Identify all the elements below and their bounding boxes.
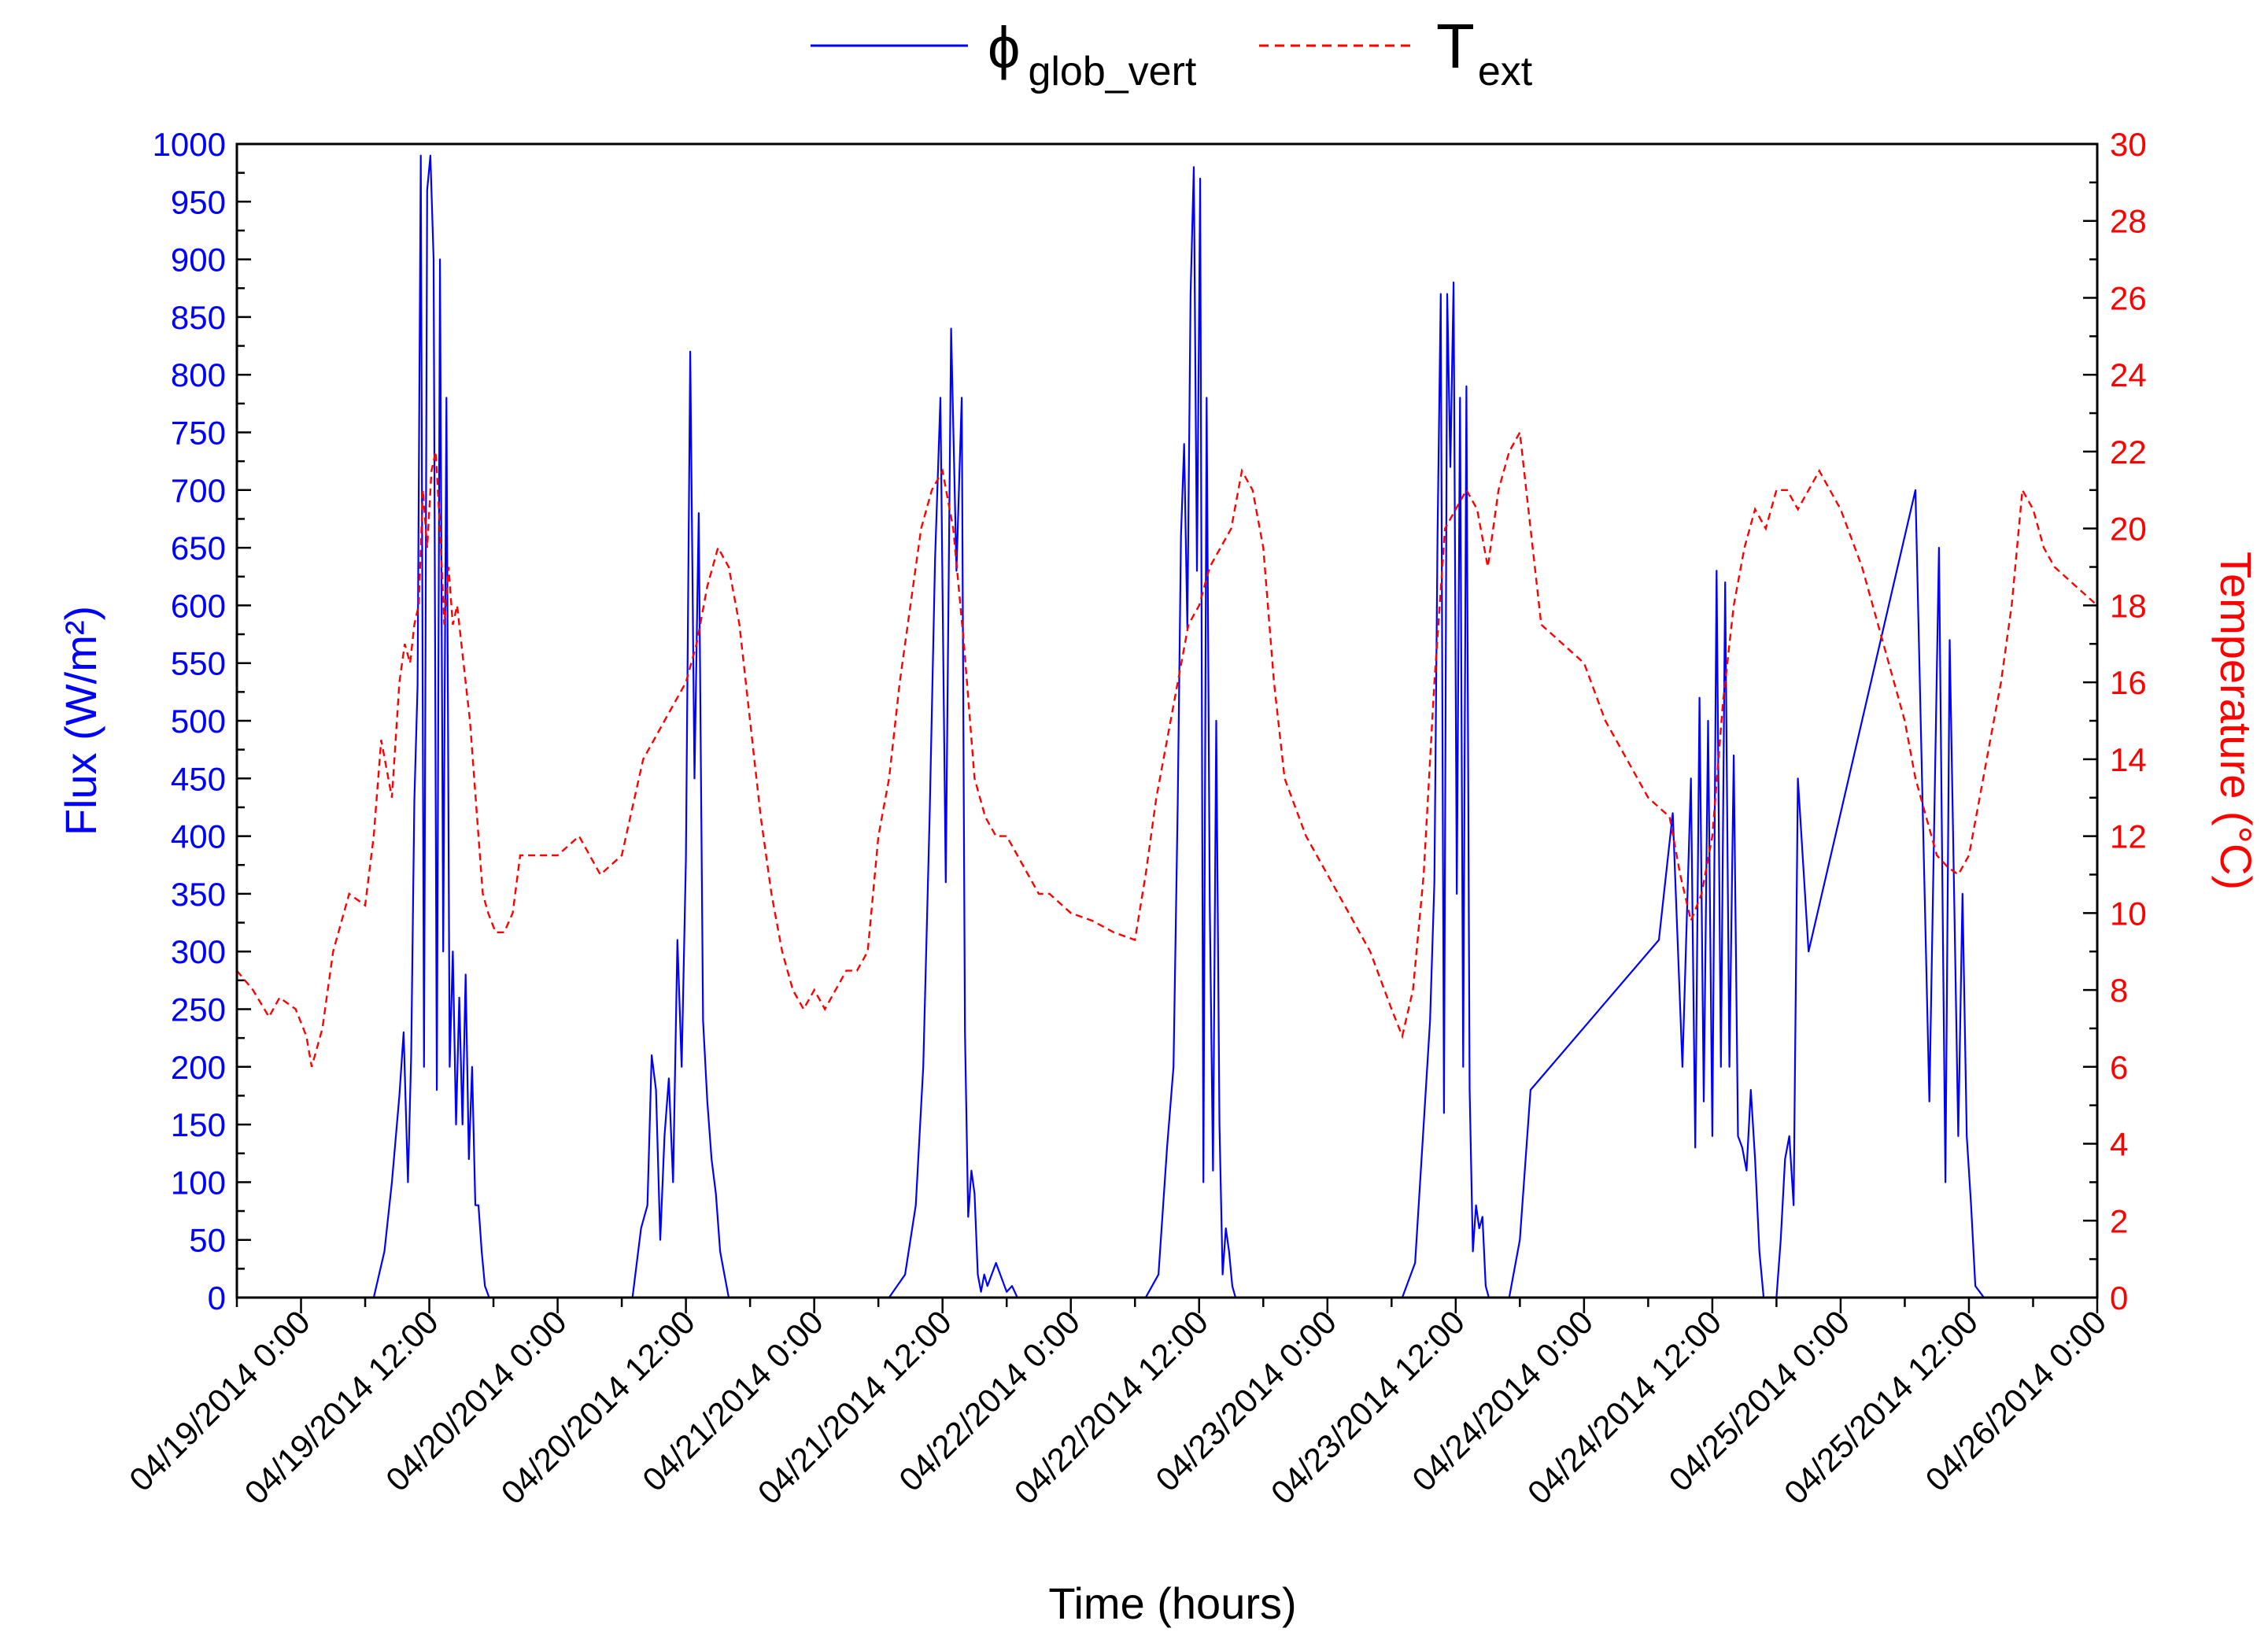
left-tick-label: 0 — [208, 1279, 226, 1316]
left-tick-label: 100 — [171, 1164, 226, 1201]
right-tick-label: 14 — [2110, 741, 2147, 778]
left-axis-tick-labels: 0 50 100 150 200 250 300 350 400 450 500 550 600 650 7… — [153, 126, 226, 1316]
left-tick-label: 550 — [171, 645, 226, 682]
series-temperature-line — [237, 429, 2097, 1068]
left-tick-label: 650 — [171, 530, 226, 567]
right-tick-label: 10 — [2110, 895, 2147, 932]
right-tick-label: 6 — [2110, 1049, 2128, 1086]
plot-area — [235, 142, 2099, 1299]
left-tick-label: 200 — [171, 1049, 226, 1086]
left-tick-label: 500 — [171, 703, 226, 740]
left-tick-label: 750 — [171, 415, 226, 452]
right-tick-label: 2 — [2110, 1202, 2128, 1239]
left-tick-label: 300 — [171, 933, 226, 970]
right-tick-label: 16 — [2110, 664, 2147, 701]
right-tick-label: 18 — [2110, 587, 2147, 624]
x-axis-title: Time (hours) — [1048, 1578, 1296, 1628]
right-tick-label: 26 — [2110, 279, 2147, 316]
left-tick-label: 250 — [171, 991, 226, 1028]
right-tick-label: 8 — [2110, 972, 2128, 1009]
legend-flux-label: ϕ glob_vert — [988, 15, 1197, 94]
left-tick-label: 1000 — [153, 126, 226, 163]
right-tick-label: 24 — [2110, 356, 2147, 393]
left-tick-label: 50 — [189, 1222, 226, 1259]
axis-ticks — [235, 142, 2099, 1313]
right-tick-label: 0 — [2110, 1279, 2128, 1316]
series-flux-line — [301, 154, 1997, 1298]
left-tick-label: 600 — [171, 587, 226, 624]
left-axis-title: Flux (W/m²) — [56, 606, 105, 836]
left-tick-label: 400 — [171, 818, 226, 855]
right-tick-label: 28 — [2110, 203, 2147, 240]
left-tick-label: 150 — [171, 1106, 226, 1143]
right-tick-label: 4 — [2110, 1126, 2128, 1163]
left-tick-label: 450 — [171, 760, 226, 797]
right-tick-label: 12 — [2110, 818, 2147, 855]
right-tick-label: 20 — [2110, 511, 2147, 548]
right-axis-title: Temperature (°C) — [2211, 552, 2261, 890]
left-tick-label: 350 — [171, 876, 226, 913]
right-tick-label: 22 — [2110, 434, 2147, 471]
left-tick-label: 850 — [171, 299, 226, 336]
left-tick-label: 900 — [171, 242, 226, 279]
legend: ϕ glob_vert Text — [811, 11, 1533, 94]
left-tick-label: 700 — [171, 472, 226, 509]
legend-temperature-label: Text — [1436, 11, 1533, 94]
left-tick-label: 950 — [171, 183, 226, 220]
right-tick-label: 30 — [2110, 126, 2147, 163]
left-tick-label: 800 — [171, 356, 226, 393]
